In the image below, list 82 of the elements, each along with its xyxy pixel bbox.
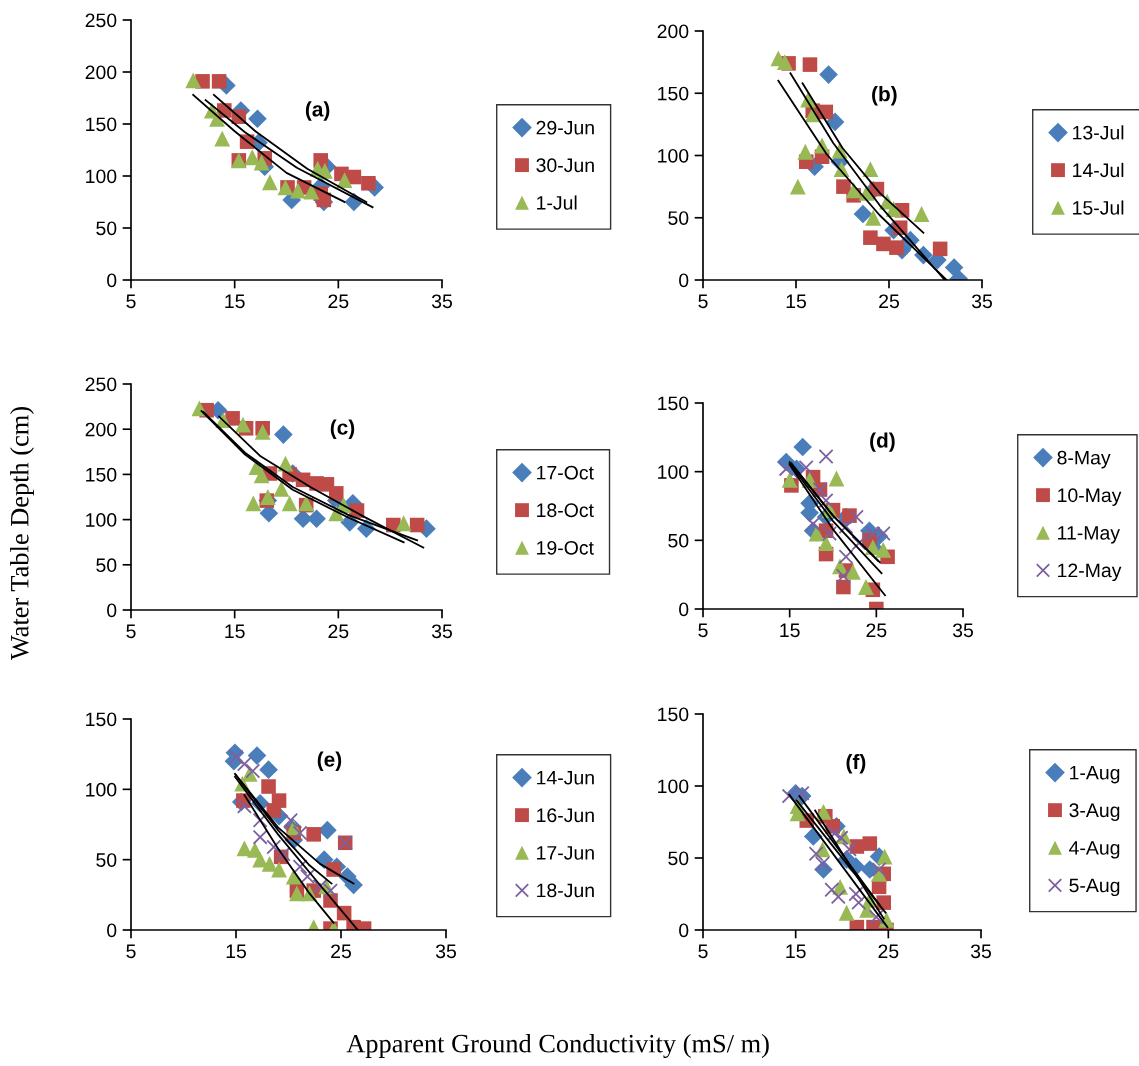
legend-label: 8-May [1057, 450, 1111, 469]
x-tick-label: 15 [226, 944, 246, 959]
legend-label: 13-Jul [1073, 125, 1124, 140]
x-tick-label: 5 [698, 944, 708, 959]
legend-label: 11-May [1058, 526, 1120, 544]
y-tick-label: 150 [658, 396, 689, 411]
y-tick-label: 150 [658, 86, 689, 101]
legend-label: 14-Jul [1073, 162, 1124, 178]
y-tick-label: 0 [679, 602, 689, 617]
x-tick-label: 35 [431, 624, 452, 639]
y-tick-label: 200 [85, 422, 117, 437]
legend-label: 18-Jun [537, 883, 594, 898]
x-axis-title: Apparent Ground Conductivity (mS/ m) [346, 1034, 769, 1058]
x-tick-label: 5 [126, 944, 136, 959]
y-tick-label: 150 [86, 467, 117, 482]
x-tick-label: 35 [435, 944, 456, 959]
y-tick-label: 100 [86, 169, 117, 184]
x-tick-label: 25 [878, 944, 899, 959]
x-tick-label: 25 [328, 294, 349, 309]
y-tick-label: 100 [658, 779, 689, 794]
y-tick-label: 0 [107, 273, 117, 288]
x-tick-label: 5 [698, 294, 708, 309]
y-tick-label: 150 [86, 712, 117, 727]
legend-label: 17-Oct [537, 465, 594, 480]
legend-label: 3-Aug [1069, 803, 1120, 821]
y-tick-label: 100 [658, 465, 689, 479]
y-tick-label: 100 [658, 148, 689, 163]
y-tick-label: 0 [679, 273, 689, 288]
text: (c) [330, 419, 355, 439]
legend-label: 15-Jul [1073, 200, 1124, 215]
x-tick-label: 15 [780, 623, 800, 638]
legend-label: 16-Jun [537, 808, 594, 823]
legend-label: 18-Oct [537, 503, 594, 518]
y-tick-label: 50 [96, 853, 117, 867]
legend-label: 10-May [1058, 488, 1122, 506]
legend-label: 1-Jul [537, 195, 577, 210]
y-tick-label: 150 [658, 707, 689, 722]
y-tick-label: 50 [96, 558, 117, 573]
y-tick-label: 0 [107, 603, 117, 618]
legend-label: 29-Jun [536, 120, 594, 135]
y-tick-label: 50 [668, 211, 689, 225]
y-tick-label: 250 [85, 377, 117, 392]
x-tick-label: 15 [225, 294, 245, 309]
legend-label: 5-Aug [1069, 878, 1120, 897]
x-tick-label: 35 [971, 294, 992, 309]
y-axis-title: Water Table Depth (cm) [10, 407, 34, 661]
x-tick-label: 25 [328, 624, 349, 639]
x-tick-label: 35 [952, 623, 973, 638]
legend-label: 30-Jun [536, 158, 594, 173]
x-tick-label: 25 [331, 944, 351, 959]
text: (b) [872, 86, 897, 106]
legend-label: 4-Aug [1069, 841, 1120, 859]
y-tick-label: 50 [668, 533, 689, 548]
y-tick-label: 100 [86, 782, 117, 797]
x-tick-label: 15 [786, 294, 806, 309]
y-tick-label: 200 [85, 65, 117, 80]
x-tick-label: 35 [431, 294, 452, 309]
y-tick-label: 150 [86, 117, 117, 132]
y-tick-label: 200 [657, 24, 689, 39]
legend-label: 1-Aug [1070, 765, 1120, 784]
y-tick-label: 100 [86, 513, 117, 527]
x-tick-label: 5 [126, 294, 136, 309]
x-tick-label: 25 [879, 294, 899, 309]
legend-label: 12-May [1058, 563, 1122, 582]
legend-label: 19-Oct [537, 540, 594, 555]
text: (e) [317, 751, 342, 771]
text: (d) [870, 432, 895, 452]
text: (a) [305, 101, 330, 121]
y-tick-label: 50 [96, 221, 117, 236]
y-tick-label: 0 [107, 923, 117, 938]
x-tick-label: 5 [698, 623, 708, 638]
legend-label: 17-Jun [537, 846, 594, 860]
x-tick-label: 15 [786, 944, 806, 959]
x-tick-label: 5 [126, 624, 136, 639]
y-tick-label: 50 [668, 851, 689, 866]
x-tick-label: 25 [866, 623, 887, 638]
x-tick-label: 35 [970, 944, 991, 959]
y-tick-label: 0 [679, 923, 689, 938]
text: (f) [846, 753, 866, 774]
legend-label: 14-Jun [537, 770, 594, 785]
y-tick-label: 250 [85, 13, 117, 28]
x-tick-label: 15 [225, 624, 245, 639]
